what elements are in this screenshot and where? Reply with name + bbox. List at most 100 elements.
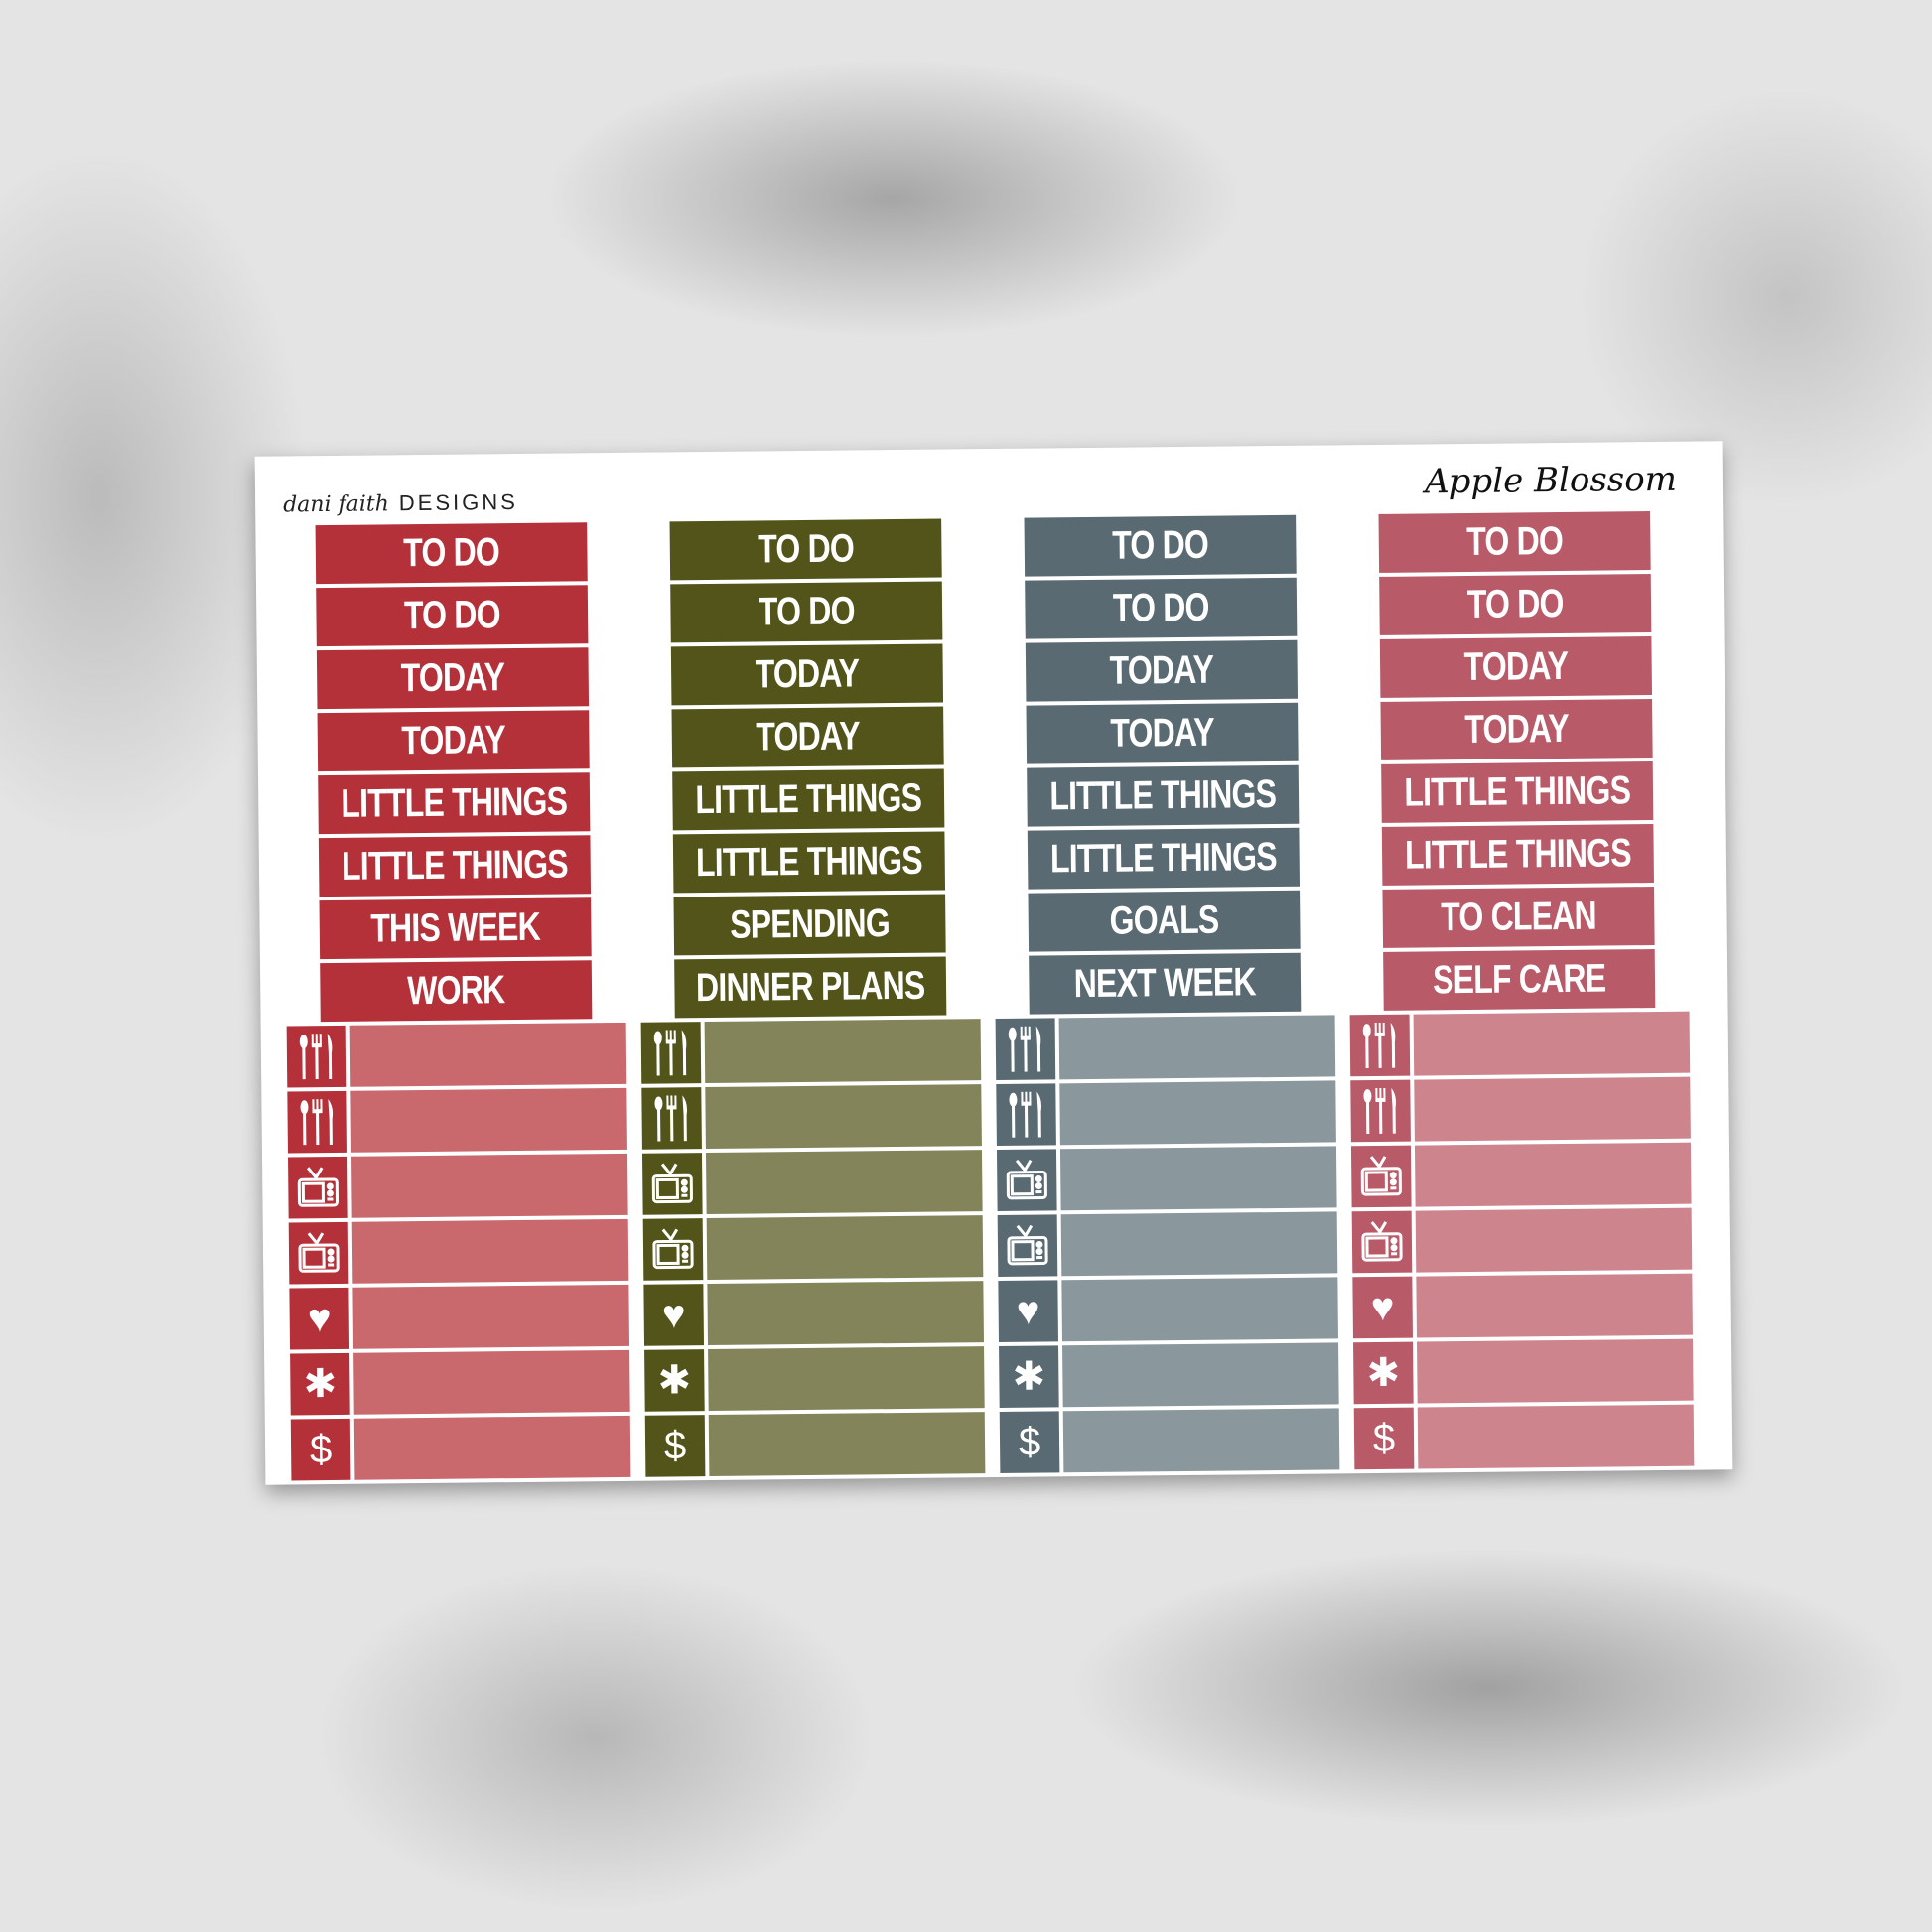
label-sticker: LITTLE THINGS	[1027, 827, 1301, 890]
tv-icon	[288, 1221, 349, 1285]
icon-sticker-row: ✱	[644, 1346, 985, 1412]
blank-sticker	[705, 1150, 983, 1215]
icon-sticker-row	[1351, 1207, 1693, 1274]
sticker-column: TO DO TO DO TODAY TODAY LITTLE THINGS LITTLE …	[635, 518, 986, 1481]
tv-icon	[641, 1153, 703, 1215]
blank-sticker	[1059, 1080, 1336, 1146]
label-sticker: TO DO	[316, 585, 589, 647]
blank-sticker	[708, 1346, 985, 1412]
label-sticker: LITTLE THINGS	[318, 835, 592, 897]
sticker-column: TO DO TO DO TODAY TODAY LITTLE THINGS LITTLE …	[281, 522, 631, 1485]
blank-sticker	[1062, 1408, 1340, 1473]
dollar-icon: $	[644, 1415, 706, 1477]
heart-icon: ♥	[643, 1284, 705, 1346]
label-sticker: TO DO	[1378, 511, 1651, 573]
icon-sticker-row: $	[644, 1412, 986, 1477]
blank-sticker	[1416, 1273, 1693, 1338]
blank-sticker	[705, 1084, 982, 1150]
icon-sticker-row	[996, 1146, 1337, 1211]
blank-sticker	[1414, 1076, 1691, 1142]
icon-sticker-row	[287, 1087, 627, 1154]
dollar-icon: $	[290, 1418, 351, 1481]
icon-sticker-row: ♥	[289, 1284, 630, 1350]
blank-sticker	[706, 1215, 984, 1281]
blank-sticker	[1413, 1011, 1691, 1076]
blank-sticker	[352, 1284, 630, 1349]
utensils-icon	[1350, 1079, 1411, 1143]
label-sticker: SPENDING	[673, 894, 946, 956]
icon-sticker-row: ✱	[1353, 1338, 1694, 1405]
icon-sticker-row	[1350, 1142, 1692, 1208]
label-sticker: LITTLE THINGS	[1381, 824, 1654, 886]
label-sticker: TO DO	[1025, 577, 1298, 639]
utensils-icon	[640, 1022, 702, 1084]
icon-sticker-row: $	[1353, 1404, 1695, 1470]
blank-sticker	[1058, 1015, 1336, 1080]
blank-sticker	[704, 1019, 982, 1084]
utensils-icon	[995, 1018, 1056, 1080]
icon-sticker-row: $	[999, 1408, 1340, 1473]
icon-sticker-row	[286, 1022, 627, 1088]
icon-sticker-row	[640, 1019, 982, 1084]
label-sticker: LITTLE THINGS	[672, 768, 945, 831]
icon-sticker-row	[641, 1084, 982, 1150]
sticker-column: TO DO TO DO TODAY TODAY LITTLE THINGS LITTLE …	[990, 514, 1340, 1477]
label-sticker: TODAY	[1026, 702, 1299, 764]
icon-sticker-row: ♥	[998, 1277, 1338, 1342]
dollar-icon: $	[999, 1411, 1060, 1473]
label-sticker: NEXT WEEK	[1029, 952, 1302, 1015]
label-sticker: TODAY	[671, 706, 944, 768]
icon-sticker-row: ✱	[290, 1349, 630, 1416]
blank-sticker	[350, 1087, 627, 1153]
blank-sticker	[1060, 1211, 1338, 1277]
icon-sticker-row	[997, 1211, 1338, 1277]
icon-sticker-row	[995, 1015, 1336, 1080]
icon-sticker-row: $	[290, 1415, 631, 1481]
blank-sticker	[1062, 1342, 1339, 1408]
label-sticker: LITTLE THINGS	[318, 772, 591, 835]
dollar-icon: $	[1353, 1407, 1415, 1470]
label-sticker: TODAY	[317, 710, 590, 772]
label-sticker: TO DO	[315, 522, 588, 585]
utensils-icon	[641, 1087, 702, 1150]
heart-icon: ♥	[1352, 1276, 1413, 1339]
asterisk-icon: ✱	[644, 1349, 705, 1412]
label-sticker: LITTLE THINGS	[1027, 764, 1300, 827]
blank-sticker	[1417, 1338, 1694, 1404]
asterisk-icon: ✱	[290, 1352, 350, 1416]
label-sticker: TO DO	[670, 581, 943, 643]
label-sticker: GOALS	[1028, 890, 1301, 952]
utensils-icon	[1349, 1014, 1411, 1077]
utensils-icon	[996, 1083, 1056, 1146]
blank-sticker	[707, 1281, 985, 1346]
label-sticker: THIS WEEK	[319, 897, 592, 960]
label-sticker: TODAY	[1025, 639, 1299, 702]
sticker-column: TO DO TO DO TODAY TODAY LITTLE THINGS LITTLE …	[1344, 511, 1695, 1474]
label-sticker: TO DO	[1379, 574, 1652, 635]
blank-sticker	[351, 1153, 628, 1218]
label-sticker: LITTLE THINGS	[1381, 761, 1654, 823]
blank-sticker	[349, 1022, 627, 1087]
utensils-icon	[286, 1025, 347, 1088]
blank-sticker	[353, 1415, 631, 1480]
sticker-sheet: dani faith DESIGNS Apple Blossom TO DO TO …	[254, 441, 1733, 1485]
icon-sticker-row	[1350, 1076, 1691, 1143]
icon-sticker-row	[996, 1080, 1336, 1146]
asterisk-icon: ✱	[999, 1345, 1059, 1408]
label-sticker: TO CLEAN	[1382, 887, 1655, 948]
tv-icon	[997, 1214, 1058, 1277]
blank-sticker	[353, 1349, 630, 1415]
blank-sticker	[1415, 1207, 1693, 1273]
label-sticker: DINNER PLANS	[674, 956, 947, 1019]
label-sticker: TO DO	[1024, 514, 1297, 577]
icon-sticker-row: ♥	[1352, 1273, 1693, 1339]
sheet-title: Apple Blossom	[1424, 459, 1678, 502]
label-sticker: TODAY	[1380, 699, 1653, 760]
tv-icon	[1351, 1210, 1413, 1274]
blank-sticker	[1059, 1146, 1337, 1211]
brand-logo: dani faith DESIGNS	[283, 488, 518, 518]
blank-sticker	[708, 1412, 986, 1477]
icon-sticker-row	[288, 1153, 628, 1219]
tv-icon	[288, 1156, 348, 1219]
utensils-icon	[287, 1090, 347, 1154]
